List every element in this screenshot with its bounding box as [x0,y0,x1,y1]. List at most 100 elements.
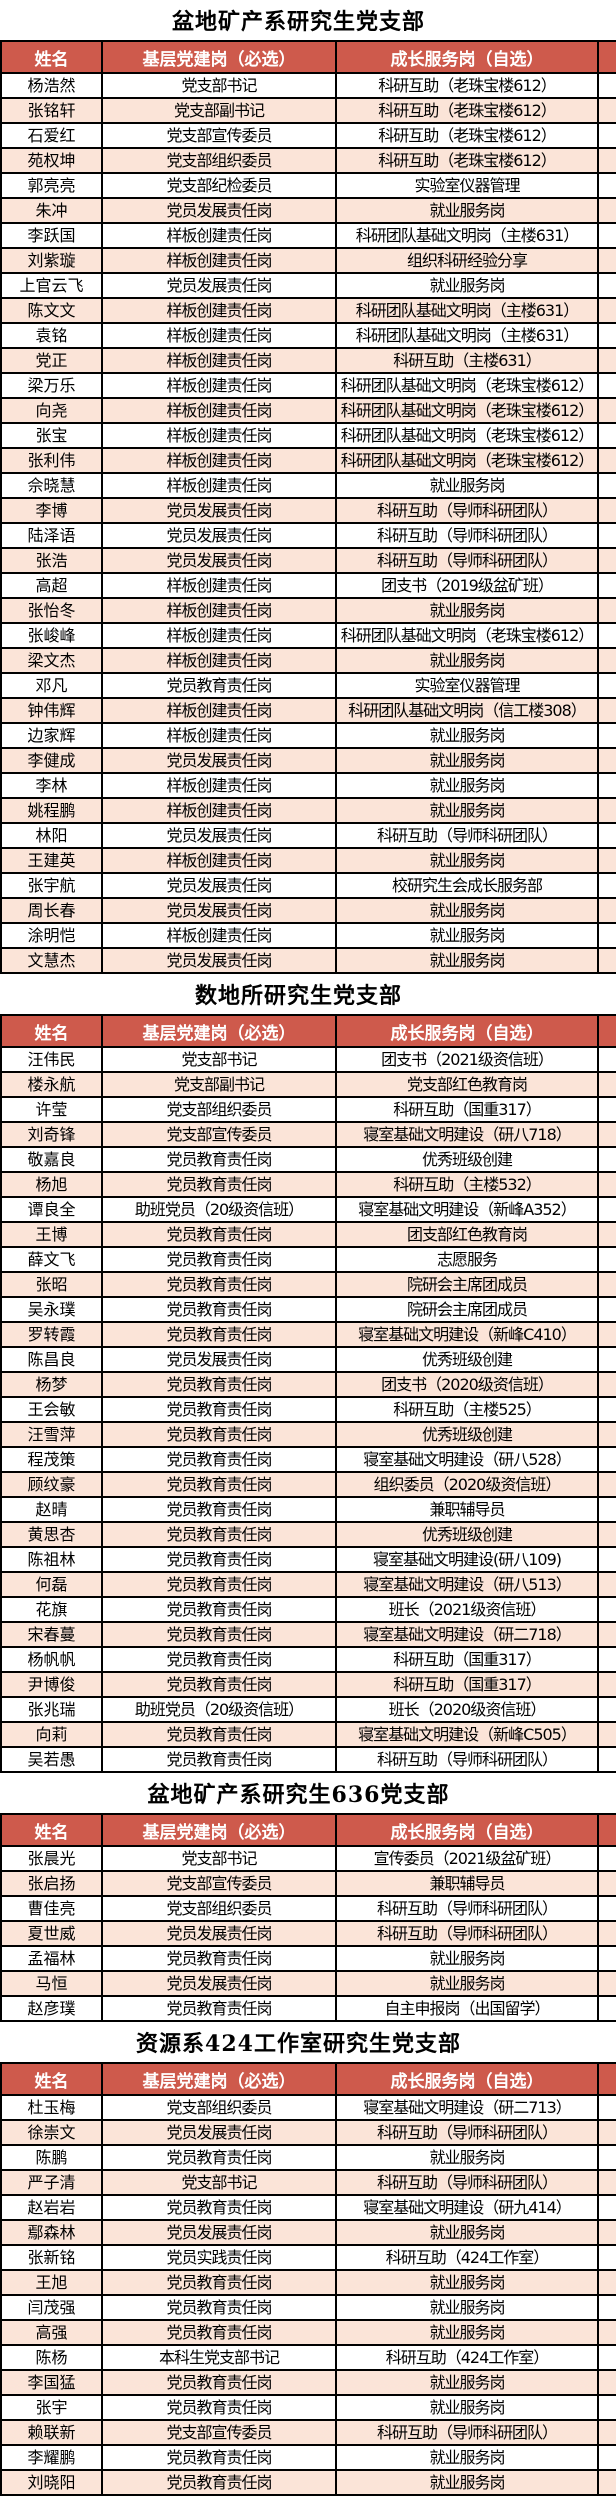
duty-cell: 样板创建责任岗 [101,597,337,624]
service-cell: 优秀班级创建 [335,1146,599,1173]
service-cell: 科研互助（导师科研团队） [335,2169,599,2196]
duty-cell: 样板创建责任岗 [101,697,337,724]
table-row: 向莉 党员教育责任岗 寝室基础文明建设（新峰C505） [0,1721,616,1748]
table-row: 陈文文 样板创建责任岗 科研团队基础文明岗（主楼631） [0,297,616,324]
duty-cell: 本科生党支部书记 [101,2344,337,2371]
filler-cell [597,647,616,674]
name-cell: 刘紫璇 [0,247,103,274]
service-cell: 班长（2020级资信班） [335,1696,599,1723]
column-header: 基层党建岗（必选） [101,2062,337,2096]
filler-cell [597,372,616,399]
name-cell: 吴若愚 [0,1746,103,1773]
name-cell: 汪雪萍 [0,1421,103,1448]
name-cell: 王旭 [0,2269,103,2296]
name-cell: 李跃国 [0,222,103,249]
duty-cell: 党员教育责任岗 [101,2469,337,2496]
table-row: 杜玉梅 党支部组织委员 寝室基础文明建设（研二713） [0,2094,616,2121]
duty-cell: 党员教育责任岗 [101,1521,337,1548]
table-row: 敬嘉良 党员教育责任岗 优秀班级创建 [0,1146,616,1173]
table-row: 张铭轩 党支部副书记 科研互助（老珠宝楼612） [0,97,616,124]
duty-cell: 党员教育责任岗 [101,1221,337,1248]
name-cell: 严子清 [0,2169,103,2196]
name-cell: 涂明恺 [0,922,103,949]
name-cell: 张昭 [0,1271,103,1298]
filler-cell [597,1296,616,1323]
filler-cell [597,1746,616,1773]
column-header: 成长服务岗（自选） [335,2062,599,2096]
service-cell: 科研互助（导师科研团队） [335,2419,599,2446]
filler-cell [597,2094,616,2121]
table-row: 张浩 党员发展责任岗 科研互助（导师科研团队） [0,547,616,574]
table-row: 林阳 党员发展责任岗 科研互助（导师科研团队） [0,822,616,849]
filler-cell [597,172,616,199]
filler-cell [597,1521,616,1548]
filler-cell [597,97,616,124]
table-row: 陈祖林 党员教育责任岗 寝室基础文明建设(研八109) [0,1546,616,1573]
header-filler-cell [597,1014,616,1048]
table-row: 王旭 党员教育责任岗 就业服务岗 [0,2269,616,2296]
roster-table: 姓名 基层党建岗（必选） 成长服务岗（自选） 汪伟民 党支部书记 团支书（2021级资信班… [0,1014,616,1773]
filler-cell [597,322,616,349]
duty-cell: 党员教育责任岗 [101,1945,337,1972]
filler-cell [597,2369,616,2396]
service-cell: 就业服务岗 [335,2444,599,2471]
filler-cell [597,1870,616,1897]
duty-cell: 党员教育责任岗 [101,2369,337,2396]
name-cell: 上官云飞 [0,272,103,299]
name-cell: 袁铭 [0,322,103,349]
filler-cell [597,72,616,99]
header-row: 姓名 基层党建岗（必选） 成长服务岗（自选） [0,1014,616,1048]
filler-cell [597,1271,616,1298]
name-cell: 佘晓慧 [0,472,103,499]
name-cell: 陈文文 [0,297,103,324]
filler-cell [597,1071,616,1098]
service-cell: 校研究生会成长服务部 [335,872,599,899]
section-title: 数地所研究生党支部 [0,974,597,1014]
service-cell: 科研团队基础文明岗（老珠宝楼612） [335,447,599,474]
name-cell: 宋春蔓 [0,1621,103,1648]
filler-cell [597,1196,616,1223]
filler-cell [597,597,616,624]
table-row: 张宝 样板创建责任岗 科研团队基础文明岗（老珠宝楼612） [0,422,616,449]
table-row: 梁文杰 样板创建责任岗 就业服务岗 [0,647,616,674]
duty-cell: 党员发展责任岗 [101,1346,337,1373]
service-cell: 就业服务岗 [335,1945,599,1972]
duty-cell: 党员教育责任岗 [101,1246,337,1273]
table-row: 张利伟 样板创建责任岗 科研团队基础文明岗（老珠宝楼612） [0,447,616,474]
service-cell: 科研互助（主楼525） [335,1396,599,1423]
duty-cell: 党支部组织委员 [101,2094,337,2121]
service-cell: 科研互助（导师科研团队） [335,1895,599,1922]
name-cell: 张浩 [0,547,103,574]
table-row: 张晨光 党支部书记 宣传委员（2021级盆矿班） [0,1845,616,1872]
filler-cell [597,1371,616,1398]
name-cell: 张启扬 [0,1870,103,1897]
filler-cell [597,1496,616,1523]
filler-cell [597,2194,616,2221]
name-cell: 花旗 [0,1596,103,1623]
name-cell: 文慧杰 [0,947,103,974]
filler-cell [597,497,616,524]
filler-cell [597,2244,616,2271]
filler-cell [597,2444,616,2471]
name-cell: 杨帆帆 [0,1646,103,1673]
service-cell: 就业服务岗 [335,947,599,974]
duty-cell: 党支部书记 [101,2169,337,2196]
filler-cell [597,2269,616,2296]
name-cell: 赵岩岩 [0,2194,103,2221]
name-cell: 张兆瑞 [0,1696,103,1723]
name-cell: 闫茂强 [0,2294,103,2321]
column-header: 姓名 [0,1014,103,1048]
service-cell: 志愿服务 [335,1246,599,1273]
table-row: 张新铭 党员实践责任岗 科研互助（424工作室） [0,2244,616,2271]
filler-cell [597,2419,616,2446]
service-cell: 寝室基础文明建设（研二718） [335,1621,599,1648]
name-cell: 刘奇锋 [0,1121,103,1148]
name-cell: 楼永航 [0,1071,103,1098]
service-cell: 实验室仪器管理 [335,172,599,199]
header-filler-cell [597,2062,616,2096]
service-cell: 就业服务岗 [335,847,599,874]
section-title: 盆地矿产系研究生636党支部 [0,1773,597,1813]
filler-cell [597,772,616,799]
name-cell: 刘晓阳 [0,2469,103,2496]
duty-cell: 党员教育责任岗 [101,1446,337,1473]
